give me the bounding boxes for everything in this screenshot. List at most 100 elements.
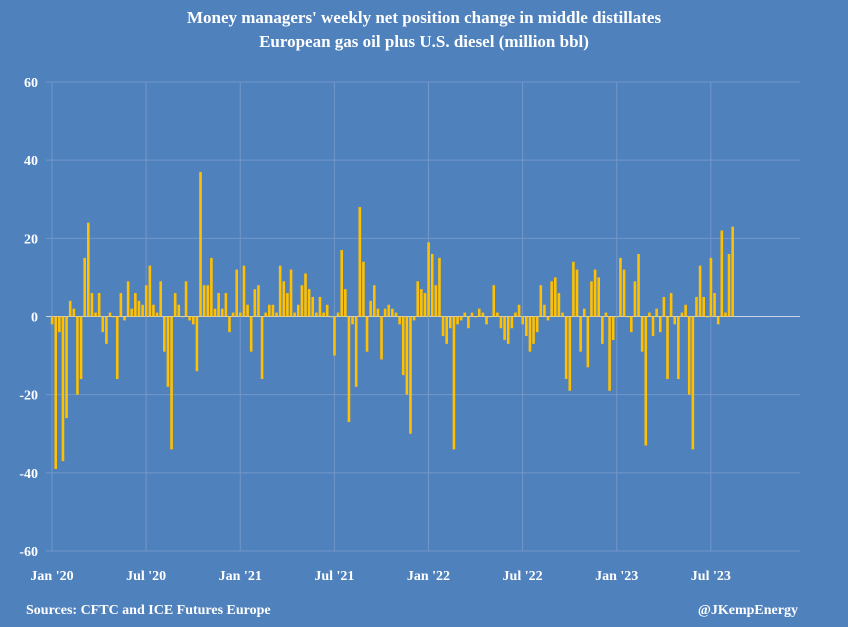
bar	[340, 250, 343, 317]
bar	[304, 273, 307, 317]
bar	[231, 312, 235, 317]
bar	[488, 316, 492, 318]
bar	[163, 316, 166, 352]
bar	[409, 316, 412, 434]
chart-title-line1: Money managers' weekly net position chan…	[186, 8, 662, 27]
bar	[68, 300, 72, 317]
bar	[579, 316, 582, 352]
bar	[463, 312, 467, 317]
bar	[293, 312, 296, 317]
bar	[376, 308, 380, 317]
bar	[394, 312, 398, 317]
bar	[278, 265, 282, 317]
bar	[470, 312, 474, 317]
bar	[503, 316, 506, 340]
bar	[199, 171, 202, 317]
bar	[159, 281, 162, 317]
chart-title: Money managers' weekly net position chan…	[0, 6, 848, 54]
bar	[648, 312, 651, 317]
bar	[112, 316, 115, 318]
bar	[427, 242, 430, 317]
bar	[123, 316, 126, 321]
bar	[608, 316, 611, 391]
bar	[83, 257, 86, 317]
bar	[202, 285, 206, 317]
bar	[720, 230, 724, 317]
x-tick-label: Jul '22	[503, 569, 543, 584]
x-tick-label: Jan '23	[595, 569, 638, 584]
bar	[724, 312, 727, 317]
bar	[296, 304, 300, 317]
bar	[115, 316, 119, 380]
bar	[673, 316, 677, 325]
bar	[105, 316, 108, 344]
bar	[695, 296, 698, 317]
bar	[564, 316, 568, 380]
bar	[325, 304, 329, 317]
bar	[188, 316, 191, 321]
bar	[195, 316, 199, 372]
bar	[633, 281, 637, 317]
bar	[456, 316, 459, 325]
bar	[119, 293, 123, 317]
bar	[239, 312, 242, 317]
bar	[568, 316, 572, 391]
bar	[398, 316, 401, 325]
bar	[669, 293, 673, 317]
bar	[191, 316, 195, 325]
bar	[242, 265, 246, 317]
bar	[438, 257, 441, 317]
bar	[601, 316, 604, 344]
bar	[94, 312, 97, 317]
bar	[626, 316, 629, 318]
bar	[322, 312, 325, 317]
bar	[289, 269, 293, 317]
bar	[61, 316, 65, 462]
bar	[79, 316, 83, 380]
bar	[423, 293, 427, 317]
bar	[582, 308, 586, 317]
bar	[181, 316, 184, 318]
bar	[358, 207, 362, 317]
bar	[210, 257, 213, 317]
bar	[593, 269, 597, 317]
bar	[264, 312, 267, 317]
bar	[452, 316, 456, 450]
bar	[506, 316, 510, 344]
source-note: Sources: CFTC and ICE Futures Europe	[26, 603, 271, 618]
bar	[144, 285, 148, 317]
bar	[575, 269, 579, 317]
bar	[597, 277, 601, 317]
bar	[611, 316, 615, 340]
bar	[249, 316, 253, 352]
bar	[706, 316, 709, 318]
x-tick-label: Jan '21	[219, 569, 262, 584]
bar	[300, 285, 304, 317]
bar	[412, 316, 416, 321]
bar	[311, 296, 315, 317]
bar	[383, 308, 387, 317]
bar	[651, 316, 655, 337]
bar	[347, 316, 351, 423]
y-tick-label: 60	[24, 76, 38, 91]
bar	[445, 316, 448, 344]
bar	[170, 316, 173, 450]
bar	[590, 281, 593, 317]
bar	[152, 304, 155, 317]
bar	[677, 316, 680, 380]
bar	[630, 316, 633, 333]
bar	[622, 269, 626, 317]
bar	[702, 296, 705, 317]
bar	[354, 316, 358, 387]
bar	[658, 316, 662, 333]
y-tick-label: 0	[31, 311, 38, 326]
y-tick-label: -60	[19, 545, 38, 560]
bar	[268, 304, 271, 317]
bar	[557, 293, 561, 317]
bar	[666, 316, 669, 380]
bar	[510, 316, 514, 329]
bar	[640, 316, 644, 352]
bar	[687, 316, 691, 395]
bar	[543, 304, 546, 317]
